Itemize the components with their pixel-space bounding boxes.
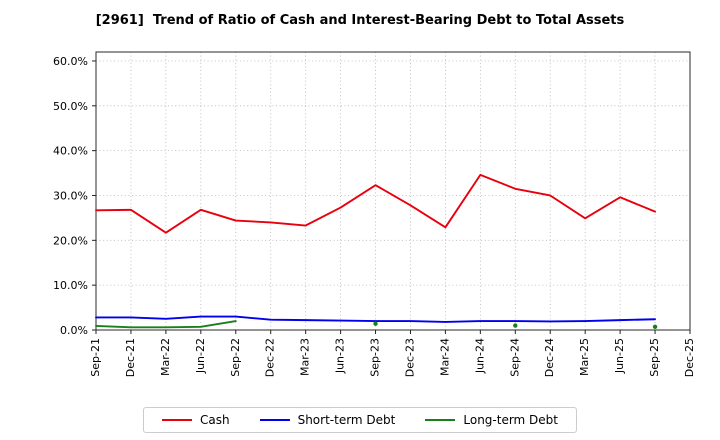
x-tick-label: Mar-24 bbox=[438, 338, 451, 376]
legend-swatch-long-term-debt bbox=[425, 418, 456, 422]
x-tick-label: Jun-22 bbox=[194, 338, 207, 374]
series-line-short-term-debt bbox=[95, 315, 657, 323]
x-tick-label: Sep-24 bbox=[508, 338, 521, 377]
legend-item-short-term-debt: Short-term Debt bbox=[259, 413, 396, 427]
x-tick-label: Jun-25 bbox=[613, 338, 626, 374]
y-tick-label: 50.0% bbox=[53, 100, 88, 113]
legend: Cash Short-term Debt Long-term Debt bbox=[142, 407, 578, 433]
legend-item-cash: Cash bbox=[161, 413, 230, 427]
chart-title: [2961] Trend of Ratio of Cash and Intere… bbox=[95, 13, 625, 28]
y-tick-label: 60.0% bbox=[53, 55, 88, 68]
legend-label-long-term-debt: Long-term Debt bbox=[463, 413, 559, 427]
x-tick-label: Sep-25 bbox=[648, 338, 661, 377]
y-tick-label: 0.0% bbox=[60, 324, 88, 337]
x-tick-label: Dec-24 bbox=[543, 338, 556, 377]
x-tick-label: Sep-21 bbox=[89, 338, 102, 377]
series-line-long-term-debt bbox=[95, 320, 237, 329]
x-tick-label: Mar-25 bbox=[578, 338, 591, 376]
y-tick-label: 10.0% bbox=[53, 279, 88, 292]
series-point-long-term-debt bbox=[652, 324, 658, 330]
legend-swatch-cash bbox=[161, 418, 192, 422]
legend-label-short-term-debt: Short-term Debt bbox=[297, 413, 396, 427]
y-tick-label: 20.0% bbox=[53, 234, 88, 247]
y-tick-label: 30.0% bbox=[53, 189, 88, 202]
series-point-long-term-debt bbox=[373, 321, 378, 326]
series-line-cash bbox=[95, 173, 657, 234]
x-tick-label: Dec-21 bbox=[124, 338, 137, 377]
x-tick-label: Sep-22 bbox=[229, 338, 242, 377]
x-tick-label: Jun-24 bbox=[473, 338, 486, 374]
x-tick-label: Sep-23 bbox=[369, 338, 382, 377]
legend-label-cash: Cash bbox=[199, 413, 230, 427]
y-tick-label: 40.0% bbox=[53, 145, 88, 158]
series-point-long-term-debt bbox=[513, 323, 518, 328]
x-tick-label: Jun-23 bbox=[334, 338, 347, 374]
x-tick-label: Dec-23 bbox=[403, 338, 416, 377]
x-tick-label: Mar-23 bbox=[299, 338, 312, 376]
legend-swatch-short-term-debt bbox=[259, 418, 290, 422]
x-tick-label: Dec-25 bbox=[683, 338, 696, 377]
x-tick-label: Mar-22 bbox=[159, 338, 172, 376]
x-tick-label: Dec-22 bbox=[264, 338, 277, 377]
legend-item-long-term-debt: Long-term Debt bbox=[425, 413, 558, 427]
